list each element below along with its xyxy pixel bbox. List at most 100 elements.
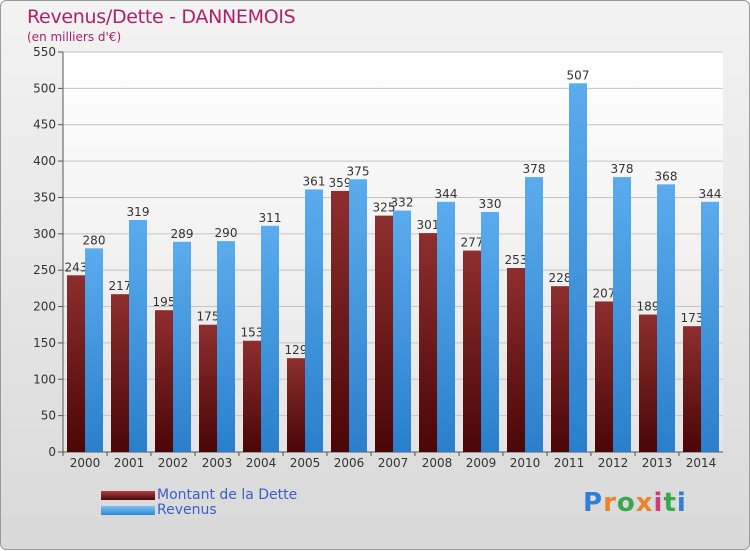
bar-revenus xyxy=(217,241,235,452)
y-tick-label: 250 xyxy=(33,263,56,277)
bar-dette xyxy=(111,294,129,452)
bar-dette xyxy=(199,324,217,452)
logo-letter: i xyxy=(653,488,664,518)
x-tick-label: 2007 xyxy=(378,456,409,470)
bar-dette xyxy=(67,275,85,452)
data-label-dette: 195 xyxy=(153,295,176,309)
data-label-dette: 173 xyxy=(681,311,704,325)
data-label-revenus: 361 xyxy=(303,174,326,188)
y-tick-label: 150 xyxy=(33,336,56,350)
y-tick-label: 300 xyxy=(33,227,56,241)
bar-revenus xyxy=(129,220,147,452)
data-label-revenus: 330 xyxy=(479,197,502,211)
data-label-revenus: 289 xyxy=(171,227,194,241)
bar-revenus xyxy=(525,177,543,452)
bar-dette xyxy=(331,190,349,452)
data-label-dette: 253 xyxy=(505,253,528,267)
data-label-revenus: 319 xyxy=(127,205,150,219)
x-tick-label: 2000 xyxy=(70,456,101,470)
x-tick-label: 2006 xyxy=(334,456,365,470)
logo-letter: x xyxy=(635,488,654,518)
y-tick-label: 200 xyxy=(33,300,56,314)
data-label-revenus: 507 xyxy=(567,68,590,82)
data-label-dette: 277 xyxy=(461,236,484,250)
bar-dette xyxy=(375,215,393,452)
data-label-dette: 129 xyxy=(285,343,308,357)
legend-swatch-revenus xyxy=(101,505,155,515)
bar-revenus xyxy=(349,179,367,453)
data-label-dette: 243 xyxy=(65,260,88,274)
x-tick-label: 2002 xyxy=(158,456,189,470)
bar-revenus xyxy=(613,177,631,452)
data-label-revenus: 375 xyxy=(347,164,370,178)
y-tick-label: 100 xyxy=(33,372,56,386)
legend-swatch-dette xyxy=(101,490,155,500)
data-label-revenus: 378 xyxy=(611,162,634,176)
bar-revenus xyxy=(437,201,455,452)
x-tick-label: 2008 xyxy=(422,456,453,470)
bar-revenus xyxy=(569,83,587,452)
bar-revenus xyxy=(85,248,103,452)
x-tick-label: 2005 xyxy=(290,456,321,470)
legend-item-dette: Montant de la Dette xyxy=(101,488,297,502)
bar-dette xyxy=(463,250,481,452)
x-tick-label: 2001 xyxy=(114,456,145,470)
y-tick-label: 500 xyxy=(33,81,56,95)
x-tick-label: 2012 xyxy=(598,456,629,470)
x-tick-label: 2010 xyxy=(510,456,541,470)
legend-label-revenus: Revenus xyxy=(157,502,217,518)
data-label-dette: 153 xyxy=(241,326,264,340)
data-label-dette: 228 xyxy=(549,271,572,285)
data-label-revenus: 368 xyxy=(655,169,678,183)
legend-item-revenus: Revenus xyxy=(101,503,217,517)
y-tick-label: 50 xyxy=(41,409,56,423)
data-label-revenus: 344 xyxy=(435,187,458,201)
x-tick-label: 2004 xyxy=(246,456,277,470)
logo-letter: r xyxy=(603,488,617,518)
bar-revenus xyxy=(393,210,411,452)
y-tick-label: 400 xyxy=(33,154,56,168)
bar-dette xyxy=(287,358,305,452)
bar-dette xyxy=(155,310,173,452)
bar-dette xyxy=(419,233,437,452)
bar-dette xyxy=(683,326,701,452)
data-label-dette: 359 xyxy=(329,176,352,190)
data-label-dette: 207 xyxy=(593,286,616,300)
chart-subtitle: (en milliers d'€) xyxy=(27,30,122,44)
bar-revenus xyxy=(701,201,719,452)
x-tick-label: 2009 xyxy=(466,456,497,470)
data-label-revenus: 280 xyxy=(83,233,106,247)
bar-dette xyxy=(551,286,569,452)
data-label-dette: 217 xyxy=(109,279,132,293)
y-tick-label: 0 xyxy=(48,445,56,459)
x-tick-label: 2003 xyxy=(202,456,233,470)
legend-label-dette: Montant de la Dette xyxy=(157,487,298,503)
data-label-revenus: 332 xyxy=(391,196,414,210)
data-label-dette: 189 xyxy=(637,300,660,314)
data-label-revenus: 344 xyxy=(699,187,722,201)
logo-letter: i xyxy=(676,488,687,518)
logo-letter: o xyxy=(616,488,636,518)
data-label-dette: 301 xyxy=(417,218,440,232)
data-label-revenus: 311 xyxy=(259,211,282,225)
bar-revenus xyxy=(481,212,499,452)
y-tick-label: 550 xyxy=(33,45,56,59)
bar-dette xyxy=(243,340,261,452)
x-tick-label: 2014 xyxy=(686,456,717,470)
data-label-revenus: 290 xyxy=(215,226,238,240)
x-tick-label: 2011 xyxy=(554,456,585,470)
bar-revenus xyxy=(657,184,675,452)
proxiti-logo: Proxiti xyxy=(583,488,687,518)
bar-revenus xyxy=(173,241,191,452)
bar-dette xyxy=(507,268,525,452)
bar-revenus xyxy=(305,189,323,453)
y-tick-label: 350 xyxy=(33,190,56,204)
bar-revenus xyxy=(261,225,279,452)
chart-title: Revenus/Dette - DANNEMOIS xyxy=(27,6,296,28)
bar-dette xyxy=(595,301,613,452)
bar-dette xyxy=(639,314,657,452)
x-tick-label: 2013 xyxy=(642,456,673,470)
data-label-dette: 325 xyxy=(373,201,396,215)
